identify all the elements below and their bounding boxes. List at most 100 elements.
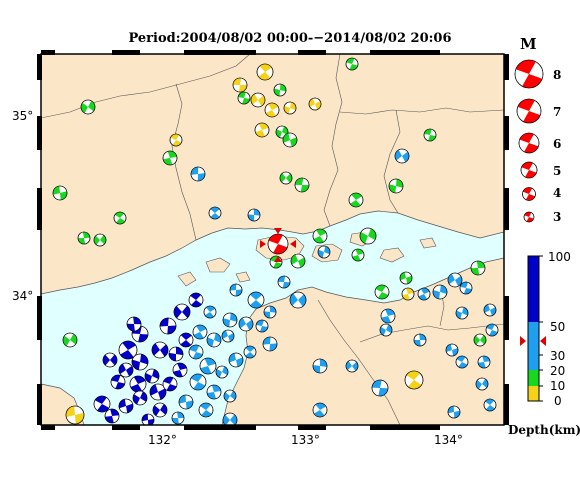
focal-mechanism: [221, 329, 235, 343]
focal-mechanism: [247, 291, 265, 309]
magnitude-legend-ball: [522, 187, 536, 201]
focal-mechanism: [256, 63, 274, 81]
focal-mechanism: [172, 362, 188, 378]
magnitude-legend-ball: [520, 161, 538, 179]
focal-mechanism: [162, 376, 178, 392]
focal-mechanism: [262, 336, 278, 352]
highlighted-event: [260, 228, 296, 262]
focal-mechanism: [264, 102, 280, 118]
focal-mechanism: [93, 395, 111, 413]
depth-tick-20: 20: [550, 364, 565, 378]
focal-mechanism: [470, 260, 486, 276]
focal-mechanism: [379, 323, 393, 337]
focal-mechanism: [152, 402, 168, 418]
focal-mechanism: [110, 374, 126, 390]
focal-mechanism-layer: [52, 57, 499, 425]
highlight-marker-icon: [274, 256, 282, 262]
focal-mechanism: [399, 271, 413, 285]
focal-mechanism: [80, 99, 96, 115]
focal-mechanism: [189, 373, 207, 391]
highlight-marker-icon: [290, 240, 296, 248]
focal-mechanism: [77, 231, 91, 245]
focal-mechanism: [102, 352, 118, 368]
magnitude-legend-ball: [516, 98, 542, 124]
magnitude-label-3: 3: [553, 210, 561, 224]
depth-tick-30: 30: [550, 349, 565, 363]
focal-mechanism: [62, 332, 78, 348]
depth-band-shallow: [528, 370, 539, 386]
focal-mechanism: [455, 355, 469, 369]
focal-mechanism: [394, 148, 410, 164]
depth-tick-50: 50: [550, 320, 565, 334]
focal-mechanism: [279, 171, 293, 185]
magnitude-label-8: 8: [553, 68, 561, 82]
focal-mechanism: [282, 132, 298, 148]
focal-mechanism: [159, 317, 177, 335]
focal-mechanism: [283, 101, 297, 115]
focal-mechanism: [483, 303, 497, 317]
depth-tick-10: 10: [550, 379, 565, 393]
focal-mechanism: [178, 332, 194, 348]
focal-mechanism: [168, 346, 184, 362]
focal-mechanism: [445, 343, 459, 357]
focal-mechanism: [169, 133, 183, 147]
highlight-marker-icon: [260, 240, 266, 248]
focal-mechanism: [417, 287, 431, 301]
focal-mechanism: [308, 97, 322, 111]
focal-mechanism: [149, 383, 167, 401]
focal-mechanism: [485, 323, 499, 337]
depth-tick-0: 0: [554, 394, 562, 408]
lon-label-132: 132°: [148, 433, 177, 447]
focal-mechanism: [312, 358, 328, 374]
focal-mechanism: [345, 57, 359, 71]
focal-mechanism: [144, 368, 160, 384]
magnitude-legend-ball: [514, 59, 544, 89]
focal-mechanism: [312, 228, 328, 244]
highlight-marker-icon: [274, 228, 282, 234]
focal-mechanism: [118, 340, 138, 360]
focal-mechanism: [141, 413, 155, 425]
lon-label-134: 134°: [434, 433, 463, 447]
focal-mechanism: [118, 362, 134, 378]
focal-mechanism: [255, 319, 269, 333]
focal-mechanism: [345, 359, 359, 373]
focal-mechanism: [228, 352, 244, 368]
focal-mechanism: [348, 192, 364, 208]
focal-mechanism: [93, 233, 107, 247]
lat-label-35: 35°: [12, 109, 33, 123]
focal-mechanism: [113, 211, 127, 225]
focal-mechanism: [206, 332, 222, 348]
focal-mechanism: [380, 308, 396, 324]
magnitude-label-6: 6: [553, 137, 561, 151]
focal-mechanism: [198, 402, 214, 418]
focal-mechanism: [237, 91, 251, 105]
focal-mechanism: [173, 303, 191, 321]
magnitude-legend-ball: [523, 211, 535, 223]
focal-mechanism: [290, 253, 306, 269]
focal-mechanism: [171, 411, 185, 425]
focal-mechanism: [455, 306, 469, 320]
magnitude-label-7: 7: [553, 105, 561, 119]
focal-mechanism: [188, 292, 204, 308]
focal-mechanism: [199, 357, 217, 375]
focal-mechanism: [388, 178, 404, 194]
focal-mechanism: [162, 150, 178, 166]
focal-mechanism: [404, 370, 424, 390]
depth-band-surface: [528, 386, 539, 401]
focal-mechanism: [151, 341, 169, 359]
depth-marker-icon: [520, 336, 546, 346]
focal-mechanism: [52, 185, 68, 201]
map-title: Period:2004/08/02 00:00-−2014/08/02 20:0…: [128, 31, 452, 46]
focal-mechanism: [359, 227, 377, 245]
focal-mechanism: [232, 77, 248, 93]
focal-mechanism: [188, 344, 204, 360]
focal-mechanism: [475, 377, 489, 391]
focal-mechanism: [374, 284, 390, 300]
focal-mechanism: [215, 365, 229, 379]
focal-mechanism: [126, 316, 142, 332]
focal-mechanism: [473, 333, 487, 347]
lat-label-34: 34°: [12, 289, 33, 303]
focal-mechanism: [223, 389, 237, 403]
focal-mechanism: [250, 92, 266, 108]
